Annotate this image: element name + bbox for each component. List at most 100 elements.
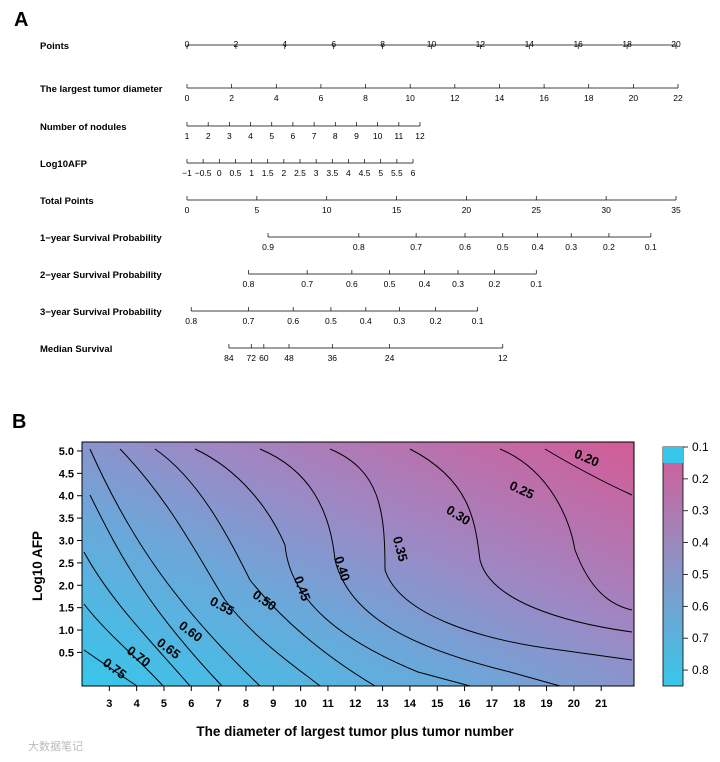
nomogram-row-label: Number of nodules: [40, 122, 127, 133]
y-tick-label: 3.0: [59, 535, 74, 547]
nomogram-tick-label: 8: [363, 93, 368, 103]
nomogram-tick-label: 18: [584, 93, 594, 103]
y-tick-label: 3.5: [59, 513, 74, 525]
colorbar-tick-label: 0.2: [692, 472, 709, 486]
nomogram-tick-label: 36: [328, 353, 338, 363]
x-tick-label: 21: [595, 698, 607, 710]
y-tick-label: 0.5: [59, 647, 74, 659]
nomogram-tick-label: 30: [601, 205, 611, 215]
nomogram-tick-label: 0.4: [360, 316, 372, 326]
colorbar-tick-label: 0.3: [692, 504, 709, 518]
nomogram-tick-label: 5: [254, 205, 259, 215]
nomogram-tick-label: 4: [282, 39, 287, 49]
nomogram-row-label: Total Points: [40, 196, 94, 207]
nomogram-tick-label: 0.5: [384, 279, 396, 289]
x-tick-label: 7: [216, 698, 222, 710]
nomogram-tick-label: 3: [227, 131, 232, 141]
y-tick-label: 1.0: [59, 625, 74, 637]
nomogram-tick-label: 0.9: [262, 242, 274, 252]
nomogram-tick-label: 0.5: [497, 242, 509, 252]
nomogram-tick-label: 8: [333, 131, 338, 141]
contour-plot: 0.750.70 0.650.600.55 0.50 0.450.400.350.30…: [30, 441, 635, 739]
x-tick-label: 8: [243, 698, 249, 710]
x-tick-label: 10: [294, 698, 306, 710]
nomogram-tick-label: 18: [622, 39, 632, 49]
nomogram-tick-label: 0.6: [287, 316, 299, 326]
nomogram-row-label: Points: [40, 41, 69, 52]
nomogram-tick-label: −0.5: [195, 168, 212, 178]
nomogram-tick-label: 0: [185, 93, 190, 103]
nomogram-tick-label: 25: [532, 205, 542, 215]
nomogram-tick-label: 0.7: [243, 316, 255, 326]
nomogram-row-label: 1−year Survival Probability: [40, 233, 162, 244]
nomogram-tick-label: 4: [248, 131, 253, 141]
nomogram-tick-label: 9: [354, 131, 359, 141]
colorbar-tick-label: 0.4: [692, 536, 709, 550]
x-tick-label: 12: [349, 698, 361, 710]
nomogram-tick-label: 0.1: [472, 316, 484, 326]
contour-line: [83, 603, 164, 687]
x-tick-label: 9: [270, 698, 276, 710]
nomogram-tick-label: 12: [498, 353, 508, 363]
nomogram-tick-label: 10: [322, 205, 332, 215]
nomogram-tick-label: 15: [392, 205, 402, 215]
contour-line: [89, 448, 261, 687]
colorbar-tick-label: 0.6: [692, 599, 709, 613]
nomogram-tick-label: 0: [185, 205, 190, 215]
contour-line: [544, 448, 633, 496]
nomogram-tick-label: 10: [373, 131, 383, 141]
nomogram-tick-label: 0.1: [530, 279, 542, 289]
colorbar-tick-label: 0.8: [692, 663, 709, 677]
nomogram-tick-label: 3: [314, 168, 319, 178]
nomogram-tick-label: 0.5: [230, 168, 242, 178]
nomogram-tick-label: 3.5: [326, 168, 338, 178]
x-tick-label: 14: [404, 698, 417, 710]
contour-fill: [82, 442, 634, 686]
colorbar: 0.1 0.2 0.3 0.4 0.5 0.6 0.7 0.8: [662, 440, 709, 687]
nomogram-row-label: Median Survival: [40, 344, 112, 355]
contour-line: [119, 448, 321, 687]
nomogram-row-label: 3−year Survival Probability: [40, 307, 162, 318]
nomogram-tick-label: 1.5: [262, 168, 274, 178]
x-tick-label: 6: [188, 698, 194, 710]
nomogram-tick-label: 16: [539, 93, 549, 103]
nomogram-tick-label: 11: [394, 131, 403, 141]
nomogram-tick-label: 10: [427, 39, 437, 49]
plot-axes: 3 4 5 6 7 8 9 10 11 12 13 14 15 16 17 18 19 20 21 0.5 1.0 1.5…: [59, 446, 608, 710]
nomogram-tick-label: 0.4: [419, 279, 431, 289]
nomogram-tick-label: 12: [450, 93, 460, 103]
colorbar-tick-label: 0.1: [692, 440, 709, 454]
nomogram-row-label: 2−year Survival Probability: [40, 270, 162, 281]
colorbar-tick-label: 0.7: [692, 631, 709, 645]
nomogram-tick-label: 14: [525, 39, 535, 49]
nomogram-tick-label: 6: [291, 131, 296, 141]
y-axis-title: Log10 AFP: [30, 531, 45, 601]
y-tick-label: 4.0: [59, 491, 74, 503]
panel-b-label: B: [12, 411, 26, 433]
x-tick-label: 11: [322, 698, 334, 710]
nomogram-tick-label: 0.2: [488, 279, 500, 289]
nomogram-row-label: Log10AFP: [40, 159, 88, 170]
nomogram-tick-label: 1: [185, 131, 190, 141]
x-tick-label: 13: [376, 698, 388, 710]
x-axis-title: The diameter of largest tumor plus tumor…: [196, 724, 514, 739]
x-tick-label: 4: [134, 698, 141, 710]
x-tick-label: 19: [540, 698, 552, 710]
colorbar-tick-label: 0.5: [692, 567, 709, 581]
colorbar-gradient: [662, 446, 684, 687]
nomogram-tick-label: 2: [281, 168, 286, 178]
nomogram-tick-label: 0.3: [393, 316, 405, 326]
nomogram-tick-label: 0.3: [452, 279, 464, 289]
nomogram-tick-label: 24: [385, 353, 395, 363]
contour-line: [83, 649, 138, 687]
nomogram-tick-label: 2.5: [294, 168, 306, 178]
plot-frame: [81, 441, 635, 687]
nomogram-tick-label: 10: [405, 93, 415, 103]
x-tick-label: 3: [106, 698, 112, 710]
nomogram-tick-label: 14: [495, 93, 505, 103]
nomogram-tick-label: 60: [259, 353, 269, 363]
nomogram-tick-label: 6: [411, 168, 416, 178]
nomogram-tick-label: 0: [217, 168, 222, 178]
